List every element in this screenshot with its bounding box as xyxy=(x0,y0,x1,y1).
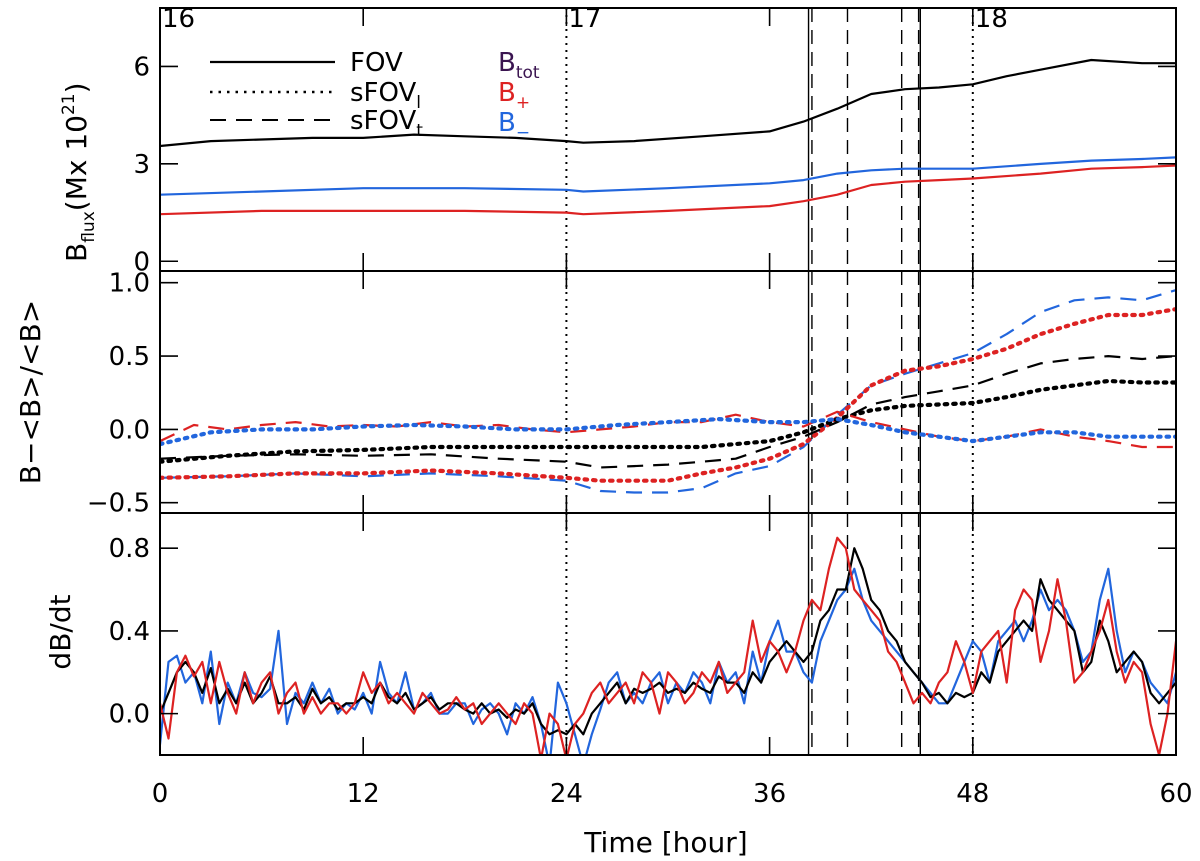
series-relative-3 xyxy=(160,378,1176,464)
y-tick-label-rate-1: 0.4 xyxy=(109,617,150,647)
x-tick-label-2: 24 xyxy=(550,779,583,809)
legend-label-fov: FOV xyxy=(350,48,403,78)
x-axis-title: Time [hour] xyxy=(583,826,747,859)
y-tick-label-flux-1: 3 xyxy=(133,150,150,180)
y-tick-label-relative-0: −0.5 xyxy=(87,489,150,519)
series-flux-2 xyxy=(160,164,1176,216)
legend-label-sfov-l: sFOVl xyxy=(350,78,421,113)
legend-label-sfov-t: sFOVt xyxy=(350,106,423,141)
series-rate-1 xyxy=(160,547,1176,736)
top-tick-label-2: 18 xyxy=(975,4,1008,34)
y-tick-label-relative-3: 1.0 xyxy=(109,269,150,299)
y-tick-label-rate-0: 0.0 xyxy=(109,700,150,730)
panel-frame-rate xyxy=(159,512,1177,756)
x-tick-label-3: 36 xyxy=(753,779,786,809)
y-tick-label-flux-0: 0 xyxy=(133,247,150,277)
series-relative-2 xyxy=(160,355,1176,469)
x-tick-label-4: 48 xyxy=(956,779,989,809)
x-tick-label-5: 60 xyxy=(1159,779,1192,809)
legend-label-bminus: B− xyxy=(498,108,530,143)
legend-label-btot: Btot xyxy=(498,48,540,83)
series-flux-1 xyxy=(160,156,1176,196)
series-rate-2 xyxy=(160,536,1176,755)
series-relative-5 xyxy=(160,417,1176,447)
x-tick-label-0: 0 xyxy=(152,779,169,809)
top-tick-label-1: 17 xyxy=(568,4,601,34)
y-axis-title-relative: B−<B>/<B> xyxy=(14,300,47,484)
legend: FOV sFOVl sFOVt Btot B+ B− xyxy=(210,48,540,143)
series-rate-0 xyxy=(160,567,1176,755)
y-tick-label-relative-2: 0.5 xyxy=(109,342,150,372)
legend-label-bplus: B+ xyxy=(498,78,530,113)
series-relative-0 xyxy=(160,289,1176,494)
y-tick-label-rate-2: 0.8 xyxy=(109,534,150,564)
y-tick-label-relative-1: 0.0 xyxy=(109,415,150,445)
series-flux-0 xyxy=(160,58,1176,148)
x-tick-label-1: 12 xyxy=(347,779,380,809)
series-relative-1 xyxy=(160,307,1176,483)
y-axis-title-rate: dB/dt xyxy=(44,594,77,669)
top-tick-label-0: 16 xyxy=(162,4,195,34)
y-tick-label-flux-2: 6 xyxy=(133,52,150,82)
y-axis-title-flux: Bflux(Mx 1021) xyxy=(59,82,99,262)
